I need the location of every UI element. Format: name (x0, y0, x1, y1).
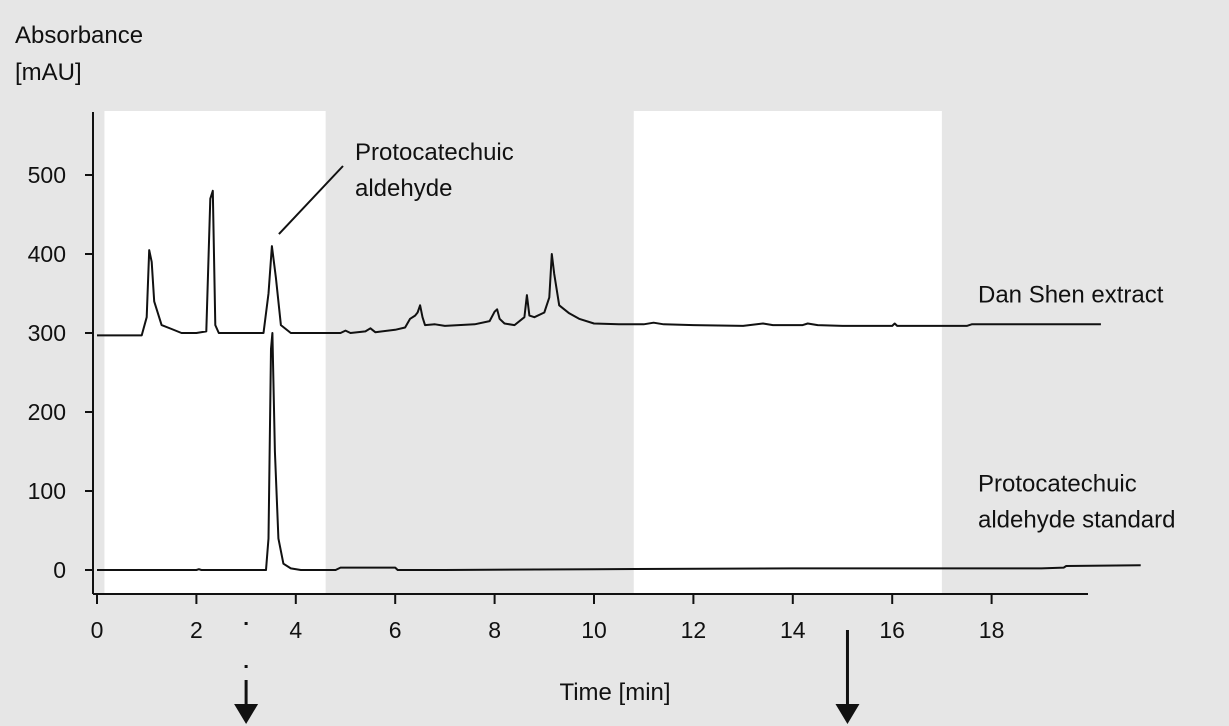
axes: 0 100 200 300 400 500 0 2 4 6 8 10 12 14 16 18 (28, 112, 1088, 643)
x-tick-label-6: 6 (389, 617, 402, 643)
y-axis-title-line1: Absorbance (15, 22, 143, 49)
x-tick-label-12: 12 (681, 617, 707, 643)
chart-labels: Dan Shen extract Protocatechuic aldehyde s… (234, 139, 1175, 724)
x-tick-label-4: 4 (289, 617, 302, 643)
y-axis-title-line2: [mAU] (15, 59, 82, 86)
arrow-head-0 (234, 704, 259, 724)
y-tick-label-500: 500 (28, 162, 66, 188)
series-line-0 (97, 189, 1101, 337)
series-line-1 (97, 332, 1141, 571)
highlight-bands (104, 111, 942, 594)
x-tick-label-8: 8 (488, 617, 501, 643)
y-tick-label-300: 300 (28, 320, 66, 346)
series-traces (97, 189, 1141, 571)
y-tick-label-400: 400 (28, 241, 66, 267)
series-label-1-line-1: aldehyde standard (978, 506, 1175, 533)
x-tick-label-14: 14 (780, 617, 806, 643)
x-axis-title: Time [min] (559, 679, 670, 706)
highlight-band-1 (633, 111, 942, 594)
x-tick-label-0: 0 (91, 617, 104, 643)
highlight-band-0 (104, 111, 326, 594)
y-tick-label-0: 0 (53, 557, 66, 583)
x-tick-label-18: 18 (979, 617, 1005, 643)
y-tick-label-200: 200 (28, 399, 66, 425)
x-tick-label-2: 2 (190, 617, 203, 643)
x-tick-label-16: 16 (879, 617, 905, 643)
annotation-label-0-line-1: aldehyde (355, 175, 452, 202)
annotation-leader-0 (278, 165, 344, 235)
arrow-head-1 (835, 704, 860, 724)
x-tick-label-10: 10 (581, 617, 607, 643)
annotation-label-0-line-0: Protocatechuic (355, 139, 514, 166)
series-label-0-line-0: Dan Shen extract (978, 281, 1164, 308)
series-label-1-line-0: Protocatechuic (978, 470, 1137, 497)
y-tick-label-100: 100 (28, 478, 66, 504)
